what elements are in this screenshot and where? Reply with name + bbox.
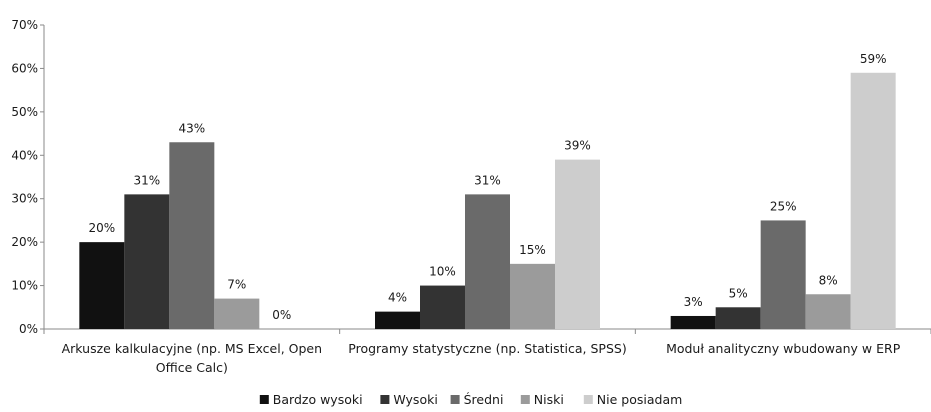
data-label: 15% <box>519 243 546 257</box>
bar <box>805 294 851 329</box>
legend-label: Wysoki <box>393 392 437 407</box>
data-label: 7% <box>227 278 246 292</box>
bar <box>214 298 260 329</box>
data-label: 25% <box>770 199 797 213</box>
data-labels: 20% 4% 3% 31% 10% 5% 43% 31% 25% 7% 15% 8% 0% 39% 59% <box>88 52 886 322</box>
data-label: 43% <box>178 121 205 135</box>
legend-label: Średni <box>464 392 504 407</box>
data-label: 10% <box>429 265 456 279</box>
y-tick-label: 0% <box>19 322 38 336</box>
bar <box>124 194 170 329</box>
bar <box>670 315 716 329</box>
y-tick-label: 60% <box>11 61 38 75</box>
category-label: Programy statystyczne (np. Statistica, S… <box>348 341 626 356</box>
data-label: 20% <box>88 221 115 235</box>
bar <box>79 242 125 329</box>
bar <box>760 220 806 329</box>
bar <box>420 285 465 329</box>
legend-swatch <box>450 395 460 404</box>
bar <box>510 263 555 329</box>
category-label: Moduł analityczny wbudowany w ERP <box>666 341 901 356</box>
data-label: 31% <box>133 173 160 187</box>
data-label: 5% <box>729 286 748 300</box>
legend: Bardzo wysoki Wysoki Średni Niski Nie posiad… <box>259 392 683 407</box>
data-label: 8% <box>819 273 838 287</box>
bars <box>79 72 896 330</box>
data-label: 4% <box>388 291 407 305</box>
y-tick-label: 50% <box>11 105 38 119</box>
legend-swatch <box>583 395 593 404</box>
y-tick-label: 70% <box>11 18 38 32</box>
data-label: 39% <box>564 139 591 153</box>
y-tick-label: 20% <box>11 235 38 249</box>
legend-swatch <box>380 395 390 404</box>
bar <box>169 142 215 329</box>
bar <box>375 311 420 329</box>
category-labels: Arkusze kalkulacyjne (np. MS Excel, Open… <box>62 341 901 375</box>
bar <box>465 194 510 329</box>
data-label: 3% <box>684 295 703 309</box>
category-label: Arkusze kalkulacyjne (np. MS Excel, Open… <box>62 341 322 375</box>
legend-label: Bardzo wysoki <box>273 392 363 407</box>
y-tick-label: 30% <box>11 192 38 206</box>
legend-swatch <box>259 395 269 404</box>
data-label: 0% <box>272 308 291 322</box>
bar <box>850 72 896 330</box>
bar <box>715 307 761 329</box>
bar <box>555 159 600 329</box>
legend-label: Niski <box>534 392 564 407</box>
y-tick-label: 40% <box>11 148 38 162</box>
data-label: 31% <box>474 173 501 187</box>
y-tick-label: 10% <box>11 279 38 293</box>
legend-swatch <box>520 395 530 404</box>
data-label: 59% <box>860 52 887 66</box>
legend-label: Nie posiadam <box>597 392 683 407</box>
